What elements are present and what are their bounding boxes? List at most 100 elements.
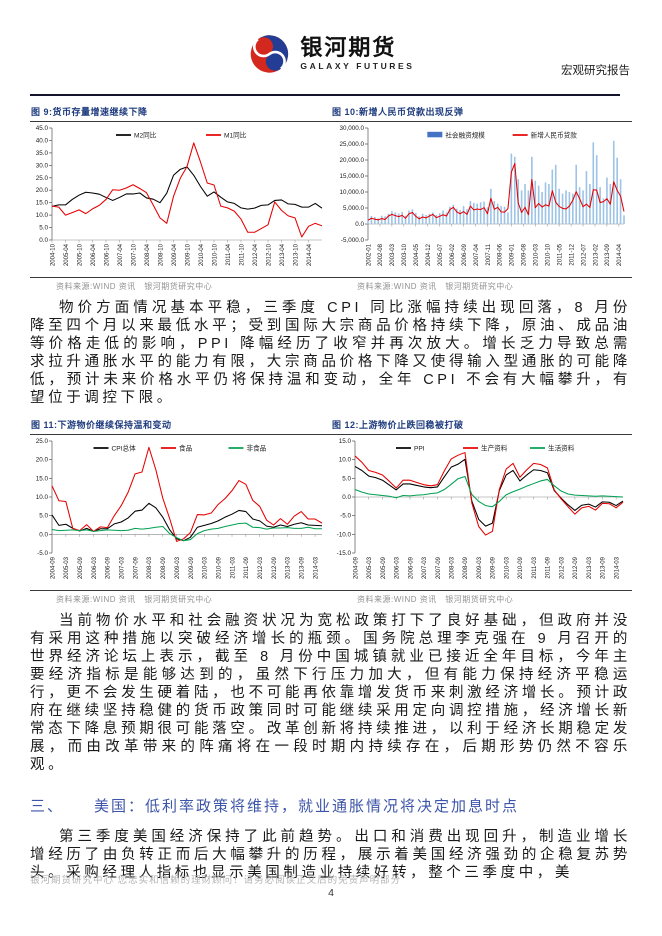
svg-text:5.0: 5.0 bbox=[342, 475, 351, 482]
svg-text:2012-04: 2012-04 bbox=[253, 243, 259, 266]
section-title: 美国：低利率政策将维持，就业通胀情况将决定加息时点 bbox=[94, 798, 520, 815]
svg-text:2009-09: 2009-09 bbox=[189, 556, 195, 579]
svg-text:25.0: 25.0 bbox=[36, 438, 49, 445]
svg-text:2012-10: 2012-10 bbox=[266, 243, 272, 266]
svg-text:2010-03: 2010-03 bbox=[203, 556, 209, 579]
svg-text:2006-09: 2006-09 bbox=[106, 556, 112, 579]
svg-text:45.0: 45.0 bbox=[36, 125, 49, 132]
svg-text:2006-09: 2006-09 bbox=[462, 243, 468, 266]
svg-text:2014-03: 2014-03 bbox=[313, 556, 319, 579]
svg-text:5,000.0: 5,000.0 bbox=[343, 205, 365, 212]
brand-name: 银河期货 bbox=[300, 35, 397, 61]
svg-text:生活资料: 生活资料 bbox=[548, 443, 575, 452]
svg-text:0.0: 0.0 bbox=[355, 221, 364, 228]
svg-text:2009-10: 2009-10 bbox=[185, 243, 191, 266]
svg-text:10.0: 10.0 bbox=[36, 494, 49, 501]
svg-text:5.0: 5.0 bbox=[39, 225, 48, 232]
svg-text:2008-10: 2008-10 bbox=[158, 243, 164, 266]
svg-text:2005-09: 2005-09 bbox=[381, 556, 387, 579]
figure-9: 图 9:货币存量增速继续下降 45.0 40.0 35.0 30.0 25.0 20.0 1… bbox=[30, 103, 331, 292]
svg-text:2003-03: 2003-03 bbox=[390, 243, 396, 266]
svg-text:2010-10: 2010-10 bbox=[212, 243, 218, 266]
svg-text:2012-09: 2012-09 bbox=[272, 556, 278, 579]
svg-text:2008-09: 2008-09 bbox=[463, 556, 469, 579]
svg-text:20,000.0: 20,000.0 bbox=[339, 157, 364, 164]
svg-text:社会融资规模: 社会融资规模 bbox=[445, 130, 485, 139]
svg-text:新增人民币贷款: 新增人民币贷款 bbox=[531, 130, 578, 139]
figure-source: 资料来源:WIND 资讯 银河期货研究中心 bbox=[56, 595, 213, 604]
svg-text:2010-09: 2010-09 bbox=[216, 556, 222, 579]
figure-12: 图 12:上游物价止跌回稳被打破 15.0 10.0 5.0 0.0 -5.0 -10.0… bbox=[331, 416, 632, 605]
svg-text:15,000.0: 15,000.0 bbox=[339, 173, 364, 180]
svg-text:2007-09: 2007-09 bbox=[436, 556, 442, 579]
svg-text:30.0: 30.0 bbox=[36, 162, 49, 169]
svg-text:2014-04: 2014-04 bbox=[617, 243, 623, 266]
svg-text:2010-03: 2010-03 bbox=[534, 243, 540, 266]
figure-11: 图 11:下游物价继续保持温和变动 25.0 20.0 15.0 10.0 5.0 0.0… bbox=[30, 416, 331, 605]
figure-chart-box: 15.0 10.0 5.0 0.0 -5.0 -10.0 -15.0 2004-09 2005-… bbox=[331, 434, 632, 591]
svg-text:2004-09: 2004-09 bbox=[50, 556, 56, 579]
paragraph-cpi: 物价方面情况基本平稳，三季度 CPI 同比涨幅持续出现回落，8 月份降至四个月以… bbox=[30, 300, 631, 406]
paragraph-us-economy: 第三季度美国经济保持了此前趋势。出口和消费出现回升，制造业增长增经历了由负转正而… bbox=[30, 829, 631, 881]
svg-text:10.0: 10.0 bbox=[36, 212, 49, 219]
svg-text:2008-03: 2008-03 bbox=[147, 556, 153, 579]
figure-chart-box: 30,000.0 25,000.0 20,000.0 15,000.0 10,000.0… bbox=[331, 121, 632, 278]
svg-text:2012-03: 2012-03 bbox=[258, 556, 264, 579]
svg-text:2008-03: 2008-03 bbox=[450, 556, 456, 579]
svg-text:2008-06: 2008-06 bbox=[498, 243, 504, 266]
svg-text:2013-02: 2013-02 bbox=[593, 243, 599, 266]
figure-row-1: 图 9:货币存量增速继续下降 45.0 40.0 35.0 30.0 25.0 20.0 1… bbox=[30, 103, 632, 292]
svg-text:20.0: 20.0 bbox=[36, 457, 49, 464]
svg-text:0.0: 0.0 bbox=[39, 531, 48, 538]
section-number: 三、 bbox=[30, 798, 65, 815]
svg-text:2011-10: 2011-10 bbox=[239, 243, 245, 265]
svg-text:2011-09: 2011-09 bbox=[244, 556, 250, 578]
svg-text:2011-03: 2011-03 bbox=[230, 556, 236, 578]
svg-text:2008-09: 2008-09 bbox=[161, 556, 167, 579]
svg-text:2006-02: 2006-02 bbox=[450, 243, 456, 266]
figure-chart-box: 25.0 20.0 15.0 10.0 5.0 0.0 -5.0 2004-09 2005-03… bbox=[30, 434, 331, 591]
m2-m1-growth-chart: 45.040.035.030.025.020.015.010.05.00.020… bbox=[36, 125, 323, 266]
brand-text: 银河期货 GALAXY FUTURES bbox=[300, 37, 414, 71]
svg-text:2010-04: 2010-04 bbox=[199, 243, 205, 266]
svg-text:0.0: 0.0 bbox=[342, 494, 351, 501]
svg-text:2009-08: 2009-08 bbox=[522, 243, 528, 266]
svg-text:2006-04: 2006-04 bbox=[91, 243, 97, 266]
svg-text:2009-03: 2009-03 bbox=[175, 556, 181, 579]
svg-text:2004-10: 2004-10 bbox=[50, 243, 56, 266]
svg-text:2007-03: 2007-03 bbox=[422, 556, 428, 579]
svg-text:2004-09: 2004-09 bbox=[353, 556, 359, 579]
svg-text:2011-12: 2011-12 bbox=[569, 243, 575, 265]
figure-source: 资料来源:WIND 资讯 银河期货研究中心 bbox=[56, 282, 213, 291]
figure-chart-box: 45.0 40.0 35.0 30.0 25.0 20.0 15.0 10.0 5.0 0.0 20… bbox=[30, 121, 331, 278]
svg-text:2002-08: 2002-08 bbox=[378, 243, 384, 266]
svg-text:2010-09: 2010-09 bbox=[518, 556, 524, 579]
svg-text:15.0: 15.0 bbox=[36, 475, 49, 482]
svg-text:10.0: 10.0 bbox=[339, 457, 352, 464]
svg-text:M2同比: M2同比 bbox=[134, 130, 157, 139]
svg-text:2011-04: 2011-04 bbox=[226, 243, 232, 265]
svg-text:2013-03: 2013-03 bbox=[587, 556, 593, 579]
footer-disclaimer: 银河期货研究中心 您忠实和信赖的理财顾问！请务必阅读正文后的免责声明部分 bbox=[30, 875, 402, 886]
svg-text:-10.0: -10.0 bbox=[337, 531, 352, 538]
svg-text:2009-03: 2009-03 bbox=[477, 556, 483, 579]
svg-text:2007-04: 2007-04 bbox=[474, 243, 480, 266]
figure-row-2: 图 11:下游物价继续保持温和变动 25.0 20.0 15.0 10.0 5.0 0.0… bbox=[30, 416, 632, 605]
svg-text:2011-05: 2011-05 bbox=[557, 243, 563, 265]
svg-text:0.0: 0.0 bbox=[39, 237, 48, 244]
svg-text:20.0: 20.0 bbox=[36, 187, 49, 194]
figure-source: 资料来源:WIND 资讯 银河期货研究中心 bbox=[357, 595, 514, 604]
svg-text:CPI总体: CPI总体 bbox=[112, 443, 137, 452]
svg-text:2005-09: 2005-09 bbox=[78, 556, 84, 579]
svg-text:2003-10: 2003-10 bbox=[402, 243, 408, 266]
svg-text:非食品: 非食品 bbox=[247, 443, 267, 452]
brand: 银河期货 GALAXY FUTURES bbox=[247, 32, 414, 76]
svg-text:-5.0: -5.0 bbox=[37, 550, 48, 557]
figure-title: 图 12:上游物价止跌回稳被打破 bbox=[332, 420, 464, 430]
figure-title: 图 9:货币存量增速继续下降 bbox=[31, 107, 148, 117]
svg-text:2013-10: 2013-10 bbox=[293, 243, 299, 266]
svg-text:25.0: 25.0 bbox=[36, 175, 49, 182]
svg-text:2013-04: 2013-04 bbox=[280, 243, 286, 266]
svg-text:2007-11: 2007-11 bbox=[486, 243, 492, 265]
svg-text:-5.0: -5.0 bbox=[340, 513, 351, 520]
